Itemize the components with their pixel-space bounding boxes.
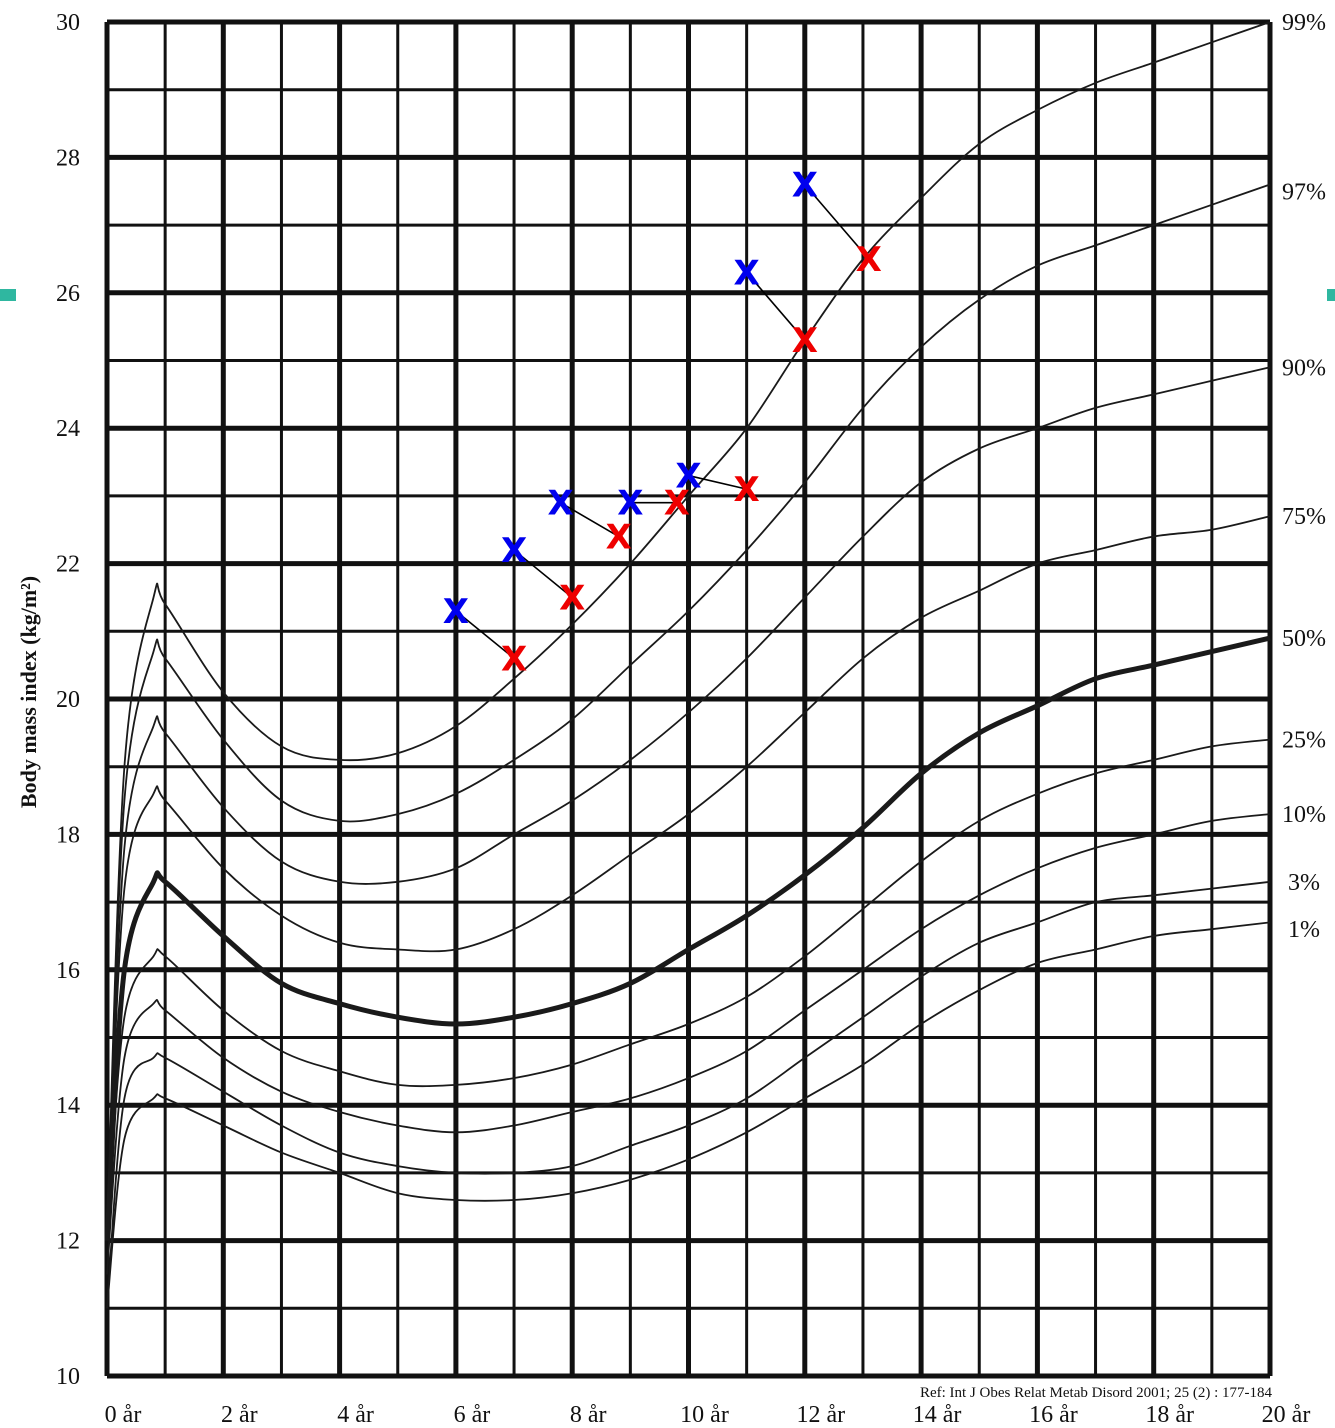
percentile-label: 25% <box>1282 728 1326 754</box>
y-tick-label: 30 <box>56 10 80 36</box>
x-tick-label: 2 år <box>221 1402 258 1428</box>
x-tick-label: 0 år <box>105 1402 142 1428</box>
blue-measurement-marker: X <box>501 531 527 571</box>
percentile-curve-3 <box>106 880 1271 1309</box>
y-tick-label: 24 <box>56 416 80 442</box>
percentile-label: 3% <box>1288 870 1320 896</box>
connector-line <box>804 183 870 260</box>
x-tick-label: 8 år <box>570 1402 607 1428</box>
y-tick-label: 10 <box>56 1364 80 1390</box>
y-tick-label: 28 <box>56 145 80 171</box>
connector-line <box>746 271 806 341</box>
reference-citation: Ref: Int J Obes Relat Metab Disord 2001;… <box>920 1385 1273 1401</box>
y-tick-label: 22 <box>56 552 80 578</box>
percentile-curve-1 <box>106 921 1271 1309</box>
right-edge-marker <box>1327 289 1335 301</box>
x-tick-label: 14 år <box>913 1402 962 1428</box>
blue-measurement-marker: X <box>547 484 573 524</box>
left-edge-marker <box>0 289 16 301</box>
red-measurement-marker: X <box>501 639 527 679</box>
x-tick-label: 10 år <box>680 1402 729 1428</box>
percentile-curve-90 <box>106 366 1271 1241</box>
red-measurement-marker: X <box>559 578 585 618</box>
connector-line <box>455 610 515 660</box>
blue-measurement-marker: X <box>617 484 643 524</box>
x-tick-label: 18 år <box>1145 1402 1194 1428</box>
x-axis-ticks: 0 år 2 år 4 år 6 år 8 år 10 år 12 år 14 år 16 år… <box>105 1402 1311 1428</box>
percentile-curves <box>104 21 1271 1309</box>
connector-line <box>560 501 620 538</box>
measurement-connectors <box>455 183 870 660</box>
percentile-curve-97 <box>106 183 1271 1241</box>
connector-line <box>513 549 573 599</box>
x-tick-label: 6 år <box>454 1402 491 1428</box>
y-tick-label: 14 <box>56 1093 80 1119</box>
red-measurement-marker: X <box>606 518 632 558</box>
y-tick-label: 18 <box>56 822 80 848</box>
blue-measurement-marker: X <box>734 253 760 293</box>
percentile-label: 99% <box>1282 10 1326 36</box>
blue-measurement-marker: X <box>443 592 469 632</box>
blue-measurement-marker: X <box>675 457 701 497</box>
red-measurement-marker: X <box>792 321 818 361</box>
percentile-label: 75% <box>1282 504 1326 530</box>
plot-grid <box>104 19 1273 1379</box>
red-measurement-marker: X <box>664 484 690 524</box>
percentile-curve-75 <box>106 515 1271 1241</box>
percentile-labels: 99% 97% 90% 75% 50% 25% 10% 3% 1% <box>1282 10 1326 943</box>
percentile-curve-99 <box>106 21 1271 1241</box>
percentile-curve-10 <box>106 813 1271 1275</box>
red-measurement-marker: X <box>734 470 760 510</box>
y-axis-label: Body mass index (kg/m²) <box>16 576 41 808</box>
percentile-curve-25 <box>106 738 1271 1241</box>
x-tick-label: 4 år <box>337 1402 374 1428</box>
red-measurement-marker: X <box>856 240 882 280</box>
percentile-label: 1% <box>1288 917 1320 943</box>
y-tick-label: 12 <box>56 1229 80 1255</box>
y-tick-label: 16 <box>56 958 80 984</box>
percentile-label: 97% <box>1282 179 1326 205</box>
percentile-curve-50 <box>104 635 1271 1241</box>
y-tick-label: 20 <box>56 687 80 713</box>
connector-line <box>688 474 747 490</box>
percentile-label: 90% <box>1282 355 1326 381</box>
x-tick-label: 20 år <box>1262 1402 1311 1428</box>
x-tick-label: 16 år <box>1029 1402 1078 1428</box>
percentile-label: 10% <box>1282 802 1326 828</box>
y-tick-label: 26 <box>56 281 80 307</box>
y-axis-ticks: 10 12 14 16 18 20 22 24 26 28 30 <box>56 10 80 1390</box>
x-tick-label: 12 år <box>796 1402 845 1428</box>
blue-measurement-marker: X <box>792 165 818 205</box>
percentile-label: 50% <box>1282 626 1326 652</box>
